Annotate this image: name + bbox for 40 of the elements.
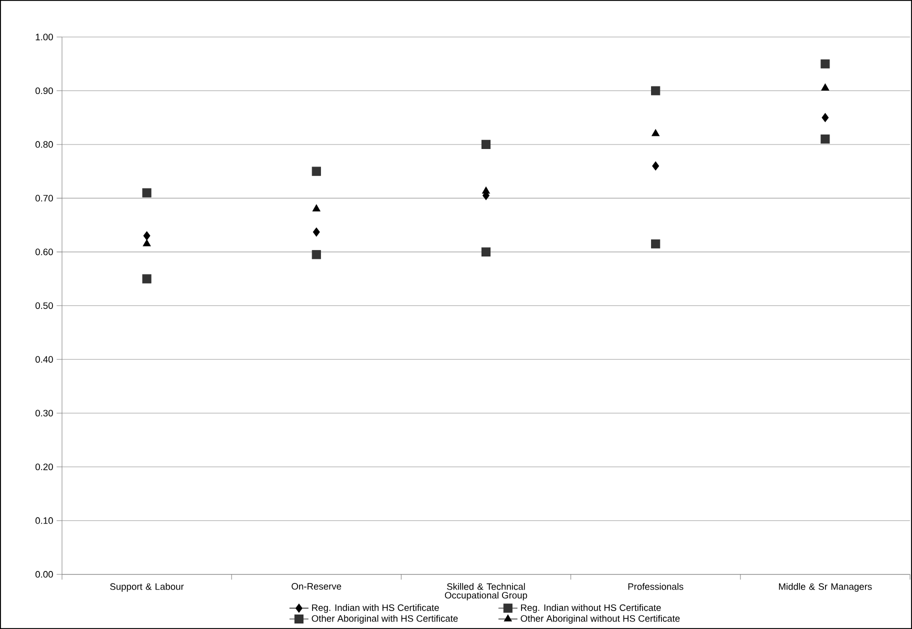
point: [651, 86, 660, 96]
point: [142, 239, 151, 246]
point: [312, 204, 320, 212]
legend-label: Reg. Indian without HS Certificate: [521, 604, 661, 613]
y-tick-label: 0.00: [35, 571, 53, 578]
x-tick-label: Professionals: [628, 583, 684, 590]
y-tick-label: 1.00: [36, 34, 53, 40]
point: [820, 134, 830, 144]
legend-label: Other Aboriginal without HS Certificate: [520, 614, 680, 624]
point: [481, 247, 491, 256]
y-tick-label: 0.30: [35, 410, 53, 416]
point: [821, 84, 830, 90]
point: [312, 228, 320, 237]
point: [312, 166, 321, 176]
point: [142, 274, 152, 284]
x-tick-label: On-Reserve: [292, 583, 342, 590]
y-tick-label: 0.10: [35, 517, 53, 524]
point: [652, 129, 660, 136]
x-tick-label: Skilled & Technical: [447, 583, 525, 590]
y-tick-label: 0.80: [35, 141, 53, 148]
y-tick-label: 0.20: [35, 464, 53, 470]
legend-label: Reg. Indian with HS Certificate: [312, 604, 439, 613]
x-axis-title: Occupational Group: [444, 592, 528, 600]
x-tick-label: Middle & Sr Managers: [779, 583, 872, 592]
point: [651, 239, 660, 248]
legend-label: Other Aboriginal with HS Certificate: [312, 614, 458, 624]
y-tick-label: 0.40: [35, 356, 53, 363]
point: [820, 59, 830, 68]
point: [822, 113, 829, 122]
y-tick-label: 0.50: [35, 302, 53, 309]
y-tick-label: 0.90: [35, 87, 53, 94]
y-tick-label: 0.70: [35, 194, 53, 202]
point: [481, 140, 491, 149]
point: [482, 186, 490, 194]
point: [142, 188, 152, 198]
point: [143, 231, 150, 240]
y-tick-label: 0.60: [35, 248, 53, 256]
point: [312, 250, 321, 260]
x-tick-label: Support & Labour: [110, 583, 184, 592]
point: [652, 161, 660, 170]
